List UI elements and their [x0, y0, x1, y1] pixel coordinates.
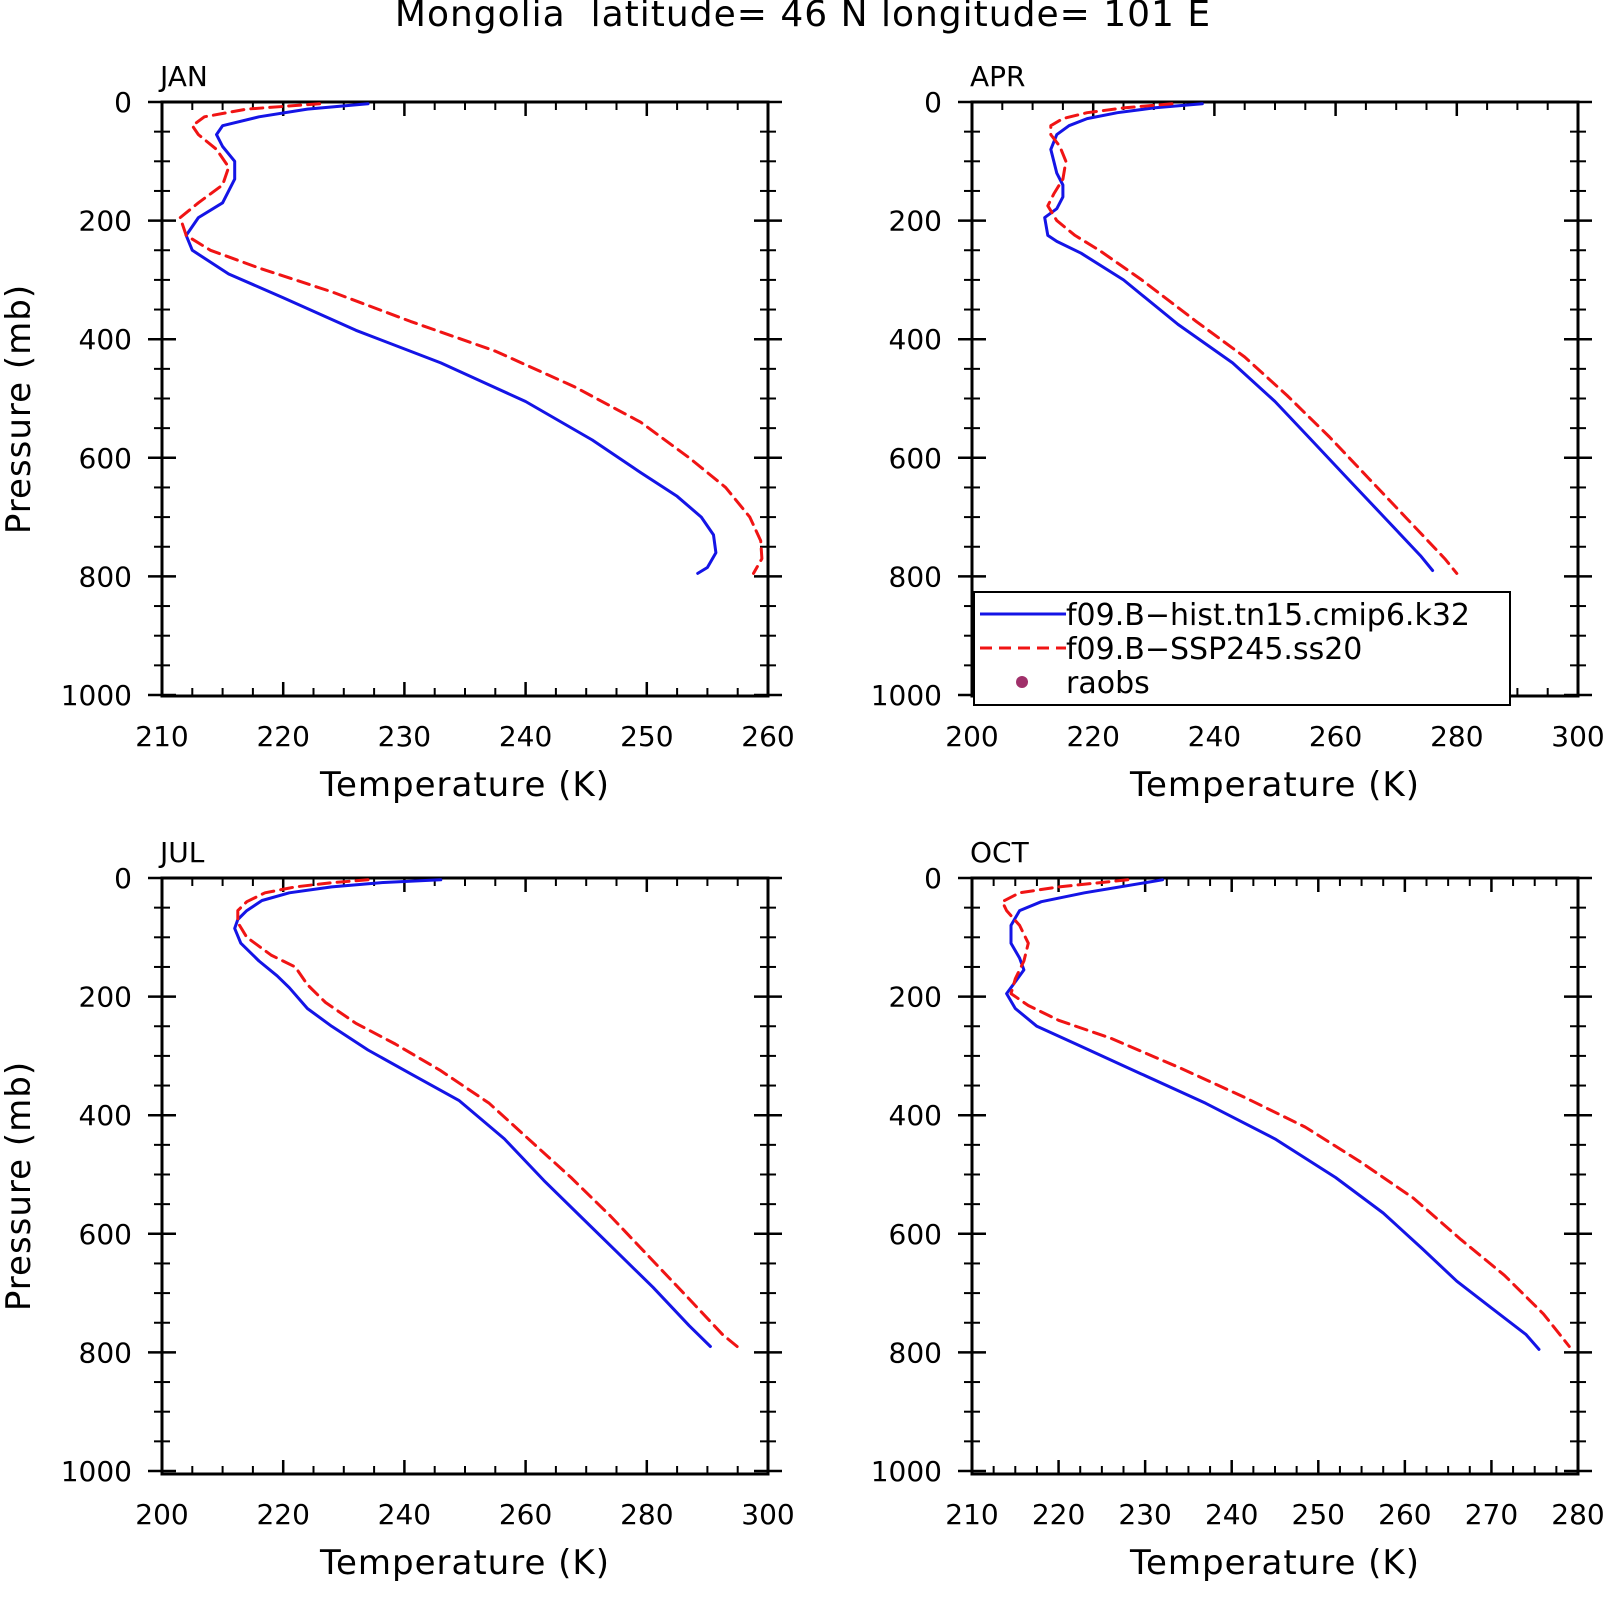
x-tick-label: 240 [1188, 720, 1241, 753]
series-hist-line [233, 878, 712, 1348]
legend-label: f09.B−SSP245.ss20 [1066, 632, 1362, 667]
series-hist-line [1005, 878, 1541, 1351]
series-hist-line [1043, 102, 1435, 572]
y-tick-label: 600 [79, 1218, 132, 1251]
panel-label: APR [970, 60, 1026, 93]
legend-label: f09.B−hist.tn15.cmip6.k32 [1066, 598, 1470, 633]
plot-frame [160, 876, 770, 1476]
x-axis-label: Temperature (K) [1129, 1543, 1420, 1583]
y-tick-label: 800 [79, 1336, 132, 1369]
x-tick-label: 210 [135, 720, 188, 753]
plot-frame [160, 100, 770, 698]
y-tick-label: 0 [114, 86, 132, 119]
x-tick-label: 230 [378, 720, 431, 753]
y-tick-label: 0 [114, 862, 132, 895]
x-axis-label: Temperature (K) [319, 1543, 610, 1583]
x-axis-label: Temperature (K) [319, 765, 610, 805]
y-tick-label: 200 [79, 205, 132, 238]
x-tick-label: 250 [620, 720, 673, 753]
panel-label: JUL [158, 836, 205, 869]
legend: f09.B−hist.tn15.cmip6.k32f09.B−SSP245.ss… [973, 591, 1511, 706]
y-tick-label: 0 [924, 86, 942, 119]
series-ssp245-line [1000, 878, 1571, 1348]
x-tick-label: 200 [945, 720, 998, 753]
y-tick-label: 400 [889, 323, 942, 356]
panel-jan: 210 220 230 240 250 260 0 200 400 600 800 1000 JAN Te… [0, 60, 795, 805]
panel-jul: 200 220 240 260 280 300 0 200 400 600 800 1000 JUL Te… [0, 836, 795, 1583]
y-tick-label: 600 [889, 1218, 942, 1251]
series-hist-line [184, 102, 718, 575]
y-axis-label: Pressure (mb) [0, 284, 39, 534]
panel-label: OCT [970, 836, 1030, 869]
y-tick-label: 0 [924, 862, 942, 895]
y-tick-label: 1000 [871, 1455, 942, 1488]
y-axis-label: Pressure (mb) [0, 1061, 39, 1311]
x-tick-label: 220 [1066, 720, 1119, 753]
y-tick-label: 200 [79, 981, 132, 1014]
x-tick-label: 210 [945, 1498, 998, 1531]
y-tick-label: 1000 [61, 679, 132, 712]
panel-apr: 200 220 240 260 280 300 0 200 400 600 800 1000 APR Te… [871, 60, 1605, 805]
x-tick-label: 280 [1430, 720, 1483, 753]
y-tick-label: 200 [889, 981, 942, 1014]
x-tick-label: 280 [620, 1498, 673, 1531]
y-tick-label: 1000 [61, 1455, 132, 1488]
x-tick-label: 260 [1309, 720, 1362, 753]
x-tick-label: 240 [499, 720, 552, 753]
legend-marker-raobs [1016, 676, 1028, 688]
series-ssp245-line [178, 102, 764, 575]
x-tick-label: 230 [1118, 1498, 1171, 1531]
x-tick-label: 250 [1292, 1498, 1345, 1531]
x-tick-label: 240 [378, 1498, 431, 1531]
x-tick-label: 240 [1205, 1498, 1258, 1531]
x-tick-label: 260 [741, 720, 794, 753]
series-ssp245-line [236, 878, 743, 1351]
y-tick-label: 1000 [871, 679, 942, 712]
y-tick-label: 200 [889, 205, 942, 238]
y-tick-label: 800 [79, 560, 132, 593]
y-tick-label: 600 [889, 442, 942, 475]
legend-label: raobs [1066, 666, 1150, 701]
panel-label: JAN [158, 60, 208, 93]
x-tick-label: 260 [499, 1498, 552, 1531]
figure-title: Mongolia latitude= 46 N longitude= 101 E [394, 0, 1212, 35]
x-tick-label: 300 [1551, 720, 1604, 753]
x-tick-label: 200 [135, 1498, 188, 1531]
x-tick-label: 280 [1551, 1498, 1604, 1531]
x-tick-label: 260 [1378, 1498, 1431, 1531]
x-axis-label: Temperature (K) [1129, 765, 1420, 805]
x-tick-label: 220 [256, 720, 309, 753]
x-tick-label: 220 [1032, 1498, 1085, 1531]
y-tick-label: 800 [889, 1336, 942, 1369]
x-tick-label: 300 [741, 1498, 794, 1531]
y-tick-label: 400 [79, 323, 132, 356]
y-tick-label: 600 [79, 442, 132, 475]
x-tick-label: 220 [256, 1498, 309, 1531]
series-ssp245-line [1046, 102, 1459, 575]
x-tick-label: 270 [1465, 1498, 1518, 1531]
y-tick-label: 400 [889, 1099, 942, 1132]
plot-frame [970, 876, 1580, 1476]
panel-oct: 210 220 230 240 250 260 270 280 0 200 400 600 800 100… [871, 836, 1605, 1583]
y-tick-label: 400 [79, 1099, 132, 1132]
y-tick-label: 800 [889, 560, 942, 593]
